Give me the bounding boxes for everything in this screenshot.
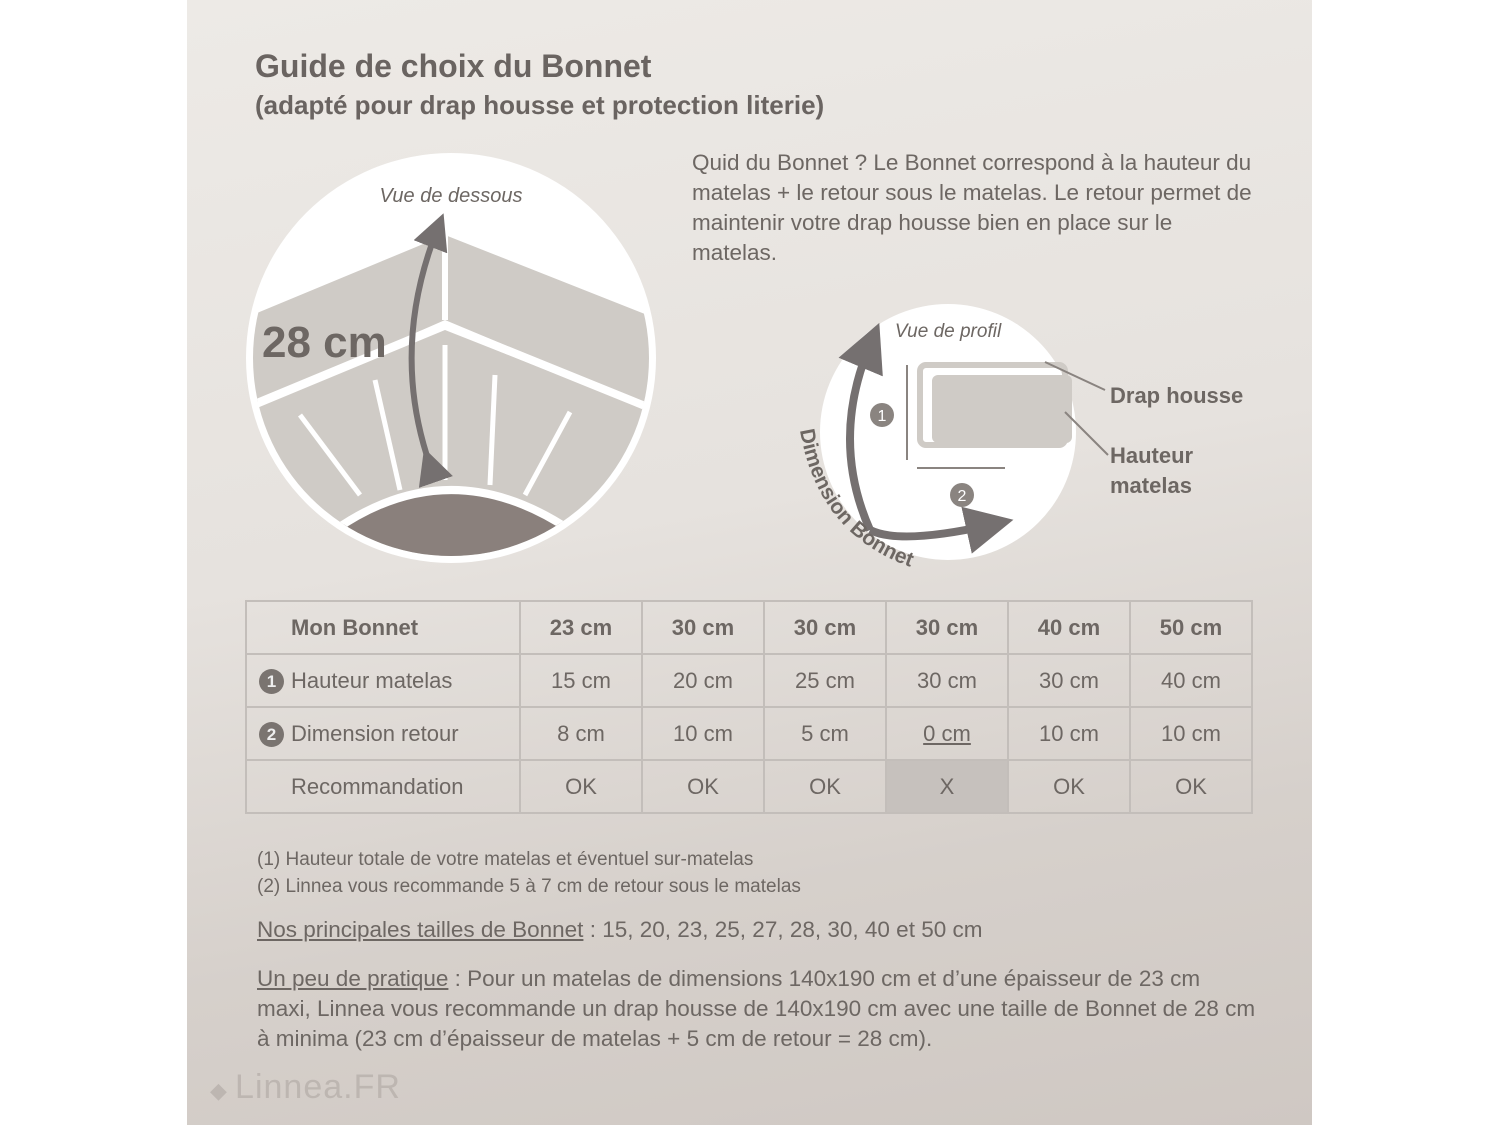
leaf-icon: ◆ [210, 1078, 236, 1103]
table-cell: OK [1007, 759, 1131, 814]
table-cell: OK [519, 759, 643, 814]
marker-2: 2 [958, 488, 967, 505]
table-header-cell: 50 cm [1129, 600, 1253, 655]
page-subtitle: (adapté pour drap housse et protection l… [255, 90, 825, 120]
footnotes: (1) Hauteur totale de votre matelas et é… [257, 846, 801, 900]
bottom-view-caption: Vue de dessous [379, 185, 522, 207]
table-cell: 30 cm [885, 653, 1009, 708]
table-header-cell: 30 cm [641, 600, 765, 655]
row-label: Dimension retour [291, 720, 459, 746]
measure-label: 28 cm [262, 318, 387, 367]
logo-text: Linnea.FR [235, 1068, 401, 1106]
profile-view-caption: Vue de profil [895, 321, 1002, 342]
label-matelas: matelas [1110, 473, 1192, 498]
footnote: (2) Linnea vous recommande 5 à 7 cm de r… [257, 876, 801, 897]
table-row: 2 Dimension retour 8 cm 10 cm 5 cm 0 cm 1… [245, 706, 1253, 761]
table-header-row: Mon Bonnet 23 cm 30 cm 30 cm 30 cm 40 cm… [245, 600, 1253, 655]
bonnet-table: Mon Bonnet 23 cm 30 cm 30 cm 30 cm 40 cm… [245, 600, 1253, 814]
table-cell-not-recommended: X [885, 759, 1009, 814]
table-cell: OK [1129, 759, 1253, 814]
marker-1: 1 [878, 408, 887, 425]
page-title: Guide de choix du Bonnet [255, 48, 652, 84]
table-cell: 5 cm [763, 706, 887, 761]
row-label-cell: 1 Hauteur matelas [245, 653, 521, 708]
table-cell: 15 cm [519, 653, 643, 708]
bottom-view-diagram: Vue de dessous 28 cm [246, 153, 656, 563]
table-cell: 20 cm [641, 653, 765, 708]
table-cell: 10 cm [641, 706, 765, 761]
number-badge: 1 [259, 669, 284, 694]
practice-label: Un peu de pratique [257, 966, 449, 991]
table-cell: 8 cm [519, 706, 643, 761]
table-header-cell: 30 cm [763, 600, 887, 655]
sizes-label: Nos principales tailles de Bonnet [257, 917, 584, 942]
table-row: 1 Hauteur matelas 15 cm 20 cm 25 cm 30 cm… [245, 653, 1253, 708]
table-cell: OK [763, 759, 887, 814]
table-cell: 30 cm [1007, 653, 1131, 708]
table-header-cell: 30 cm [885, 600, 1009, 655]
table-cell: 0 cm [885, 706, 1009, 761]
table-cell: 10 cm [1129, 706, 1253, 761]
table-cell: 25 cm [763, 653, 887, 708]
practice-body: : Pour un matelas de dimensions 140x190 … [257, 966, 1256, 1051]
table-header-cell: Mon Bonnet [245, 600, 521, 655]
table-header-cell: 40 cm [1007, 600, 1131, 655]
table-row: Recommandation OK OK OK X OK OK [245, 759, 1253, 814]
sizes-text: Nos principales tailles de Bonnet : 15, … [257, 917, 982, 943]
profile-view-diagram: 1 2 Vue de profil Drap housse Hauteur ma… [795, 304, 1243, 572]
table-header-cell: 23 cm [519, 600, 643, 655]
label-hauteur: Hauteur [1110, 443, 1194, 468]
number-badge: 2 [259, 722, 284, 747]
table-cell: 10 cm [1007, 706, 1131, 761]
footnote: (1) Hauteur totale de votre matelas et é… [257, 849, 754, 870]
intro-text: Quid du Bonnet ? Le Bonnet correspond à … [692, 150, 1252, 265]
row-label: Recommandation [245, 759, 521, 814]
table-cell: 40 cm [1129, 653, 1253, 708]
table-cell: OK [641, 759, 765, 814]
linnea-logo: ◆ Linnea.FR [210, 1068, 401, 1107]
label-drap-housse: Drap housse [1110, 383, 1243, 408]
row-label-cell: 2 Dimension retour [245, 706, 521, 761]
practice-text: Un peu de pratique : Pour un matelas de … [257, 964, 1257, 1054]
row-label: Hauteur matelas [291, 667, 453, 693]
sizes-values: : 15, 20, 23, 25, 27, 28, 30, 40 et 50 c… [583, 917, 983, 942]
